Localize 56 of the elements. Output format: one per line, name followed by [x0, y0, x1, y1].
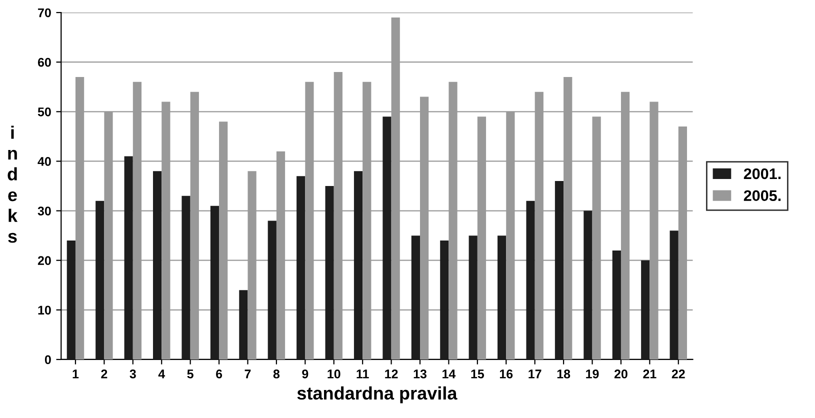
- x-tick-label: 18: [557, 370, 570, 378]
- bar: [354, 171, 363, 360]
- bar: [382, 116, 392, 360]
- y-tick-label: 40: [38, 157, 51, 166]
- x-tick-label: 12: [385, 370, 398, 378]
- y-tick-label: 10: [38, 306, 51, 315]
- x-tick-label: 22: [672, 370, 685, 378]
- bar: [498, 236, 506, 360]
- x-tick-label: 7: [244, 370, 251, 378]
- y-axis-title: indeks: [8, 126, 18, 243]
- bar: [584, 210, 592, 360]
- x-tick-label: 3: [130, 370, 136, 378]
- x-tick-label: 16: [500, 370, 513, 378]
- x-tick-label: 5: [187, 370, 194, 378]
- y-tick-label: 20: [38, 256, 51, 266]
- x-tick-label: 13: [414, 370, 427, 378]
- bar: [296, 176, 306, 360]
- x-tick-label: 14: [442, 370, 456, 378]
- x-axis-title: standardna pravila: [297, 386, 458, 404]
- bar: [411, 236, 420, 360]
- bar: [612, 250, 621, 360]
- legend-label: 2001.: [744, 168, 781, 180]
- x-tick-label: 4: [158, 370, 166, 378]
- x-tick-label: 6: [216, 370, 222, 378]
- bar: [325, 186, 334, 360]
- bar: [268, 220, 276, 360]
- bar: [153, 171, 162, 360]
- y-tick-label: 30: [38, 206, 51, 216]
- legend-label: 2005.: [744, 190, 781, 202]
- x-tick-label: 10: [328, 370, 340, 378]
- bar: [124, 156, 133, 360]
- y-tick-label: 70: [38, 8, 51, 18]
- bar: [670, 230, 678, 360]
- bar: [66, 240, 76, 360]
- y-tick-label: 0: [44, 355, 51, 364]
- bar: [468, 236, 478, 360]
- bar: [440, 240, 449, 360]
- x-tick-label: 15: [471, 370, 484, 378]
- y-tick-label: 50: [38, 107, 51, 116]
- bar: [526, 200, 535, 360]
- y-tick-label: 60: [38, 58, 51, 67]
- x-tick-label: 1: [72, 370, 79, 378]
- x-tick-label: 8: [273, 370, 280, 378]
- x-tick-label: 2: [101, 370, 108, 378]
- x-tick-label: 17: [528, 370, 542, 378]
- bar: [554, 181, 564, 360]
- bar: [182, 196, 190, 360]
- bar: [239, 290, 248, 360]
- x-tick-label: 20: [614, 370, 628, 378]
- x-tick-label: 11: [356, 370, 369, 378]
- bar: [210, 206, 220, 360]
- x-tick-label: 9: [302, 370, 308, 378]
- bar: [641, 260, 650, 360]
- bar: [96, 200, 104, 360]
- x-tick-label: 19: [586, 370, 599, 378]
- x-tick-label: 21: [643, 370, 656, 378]
